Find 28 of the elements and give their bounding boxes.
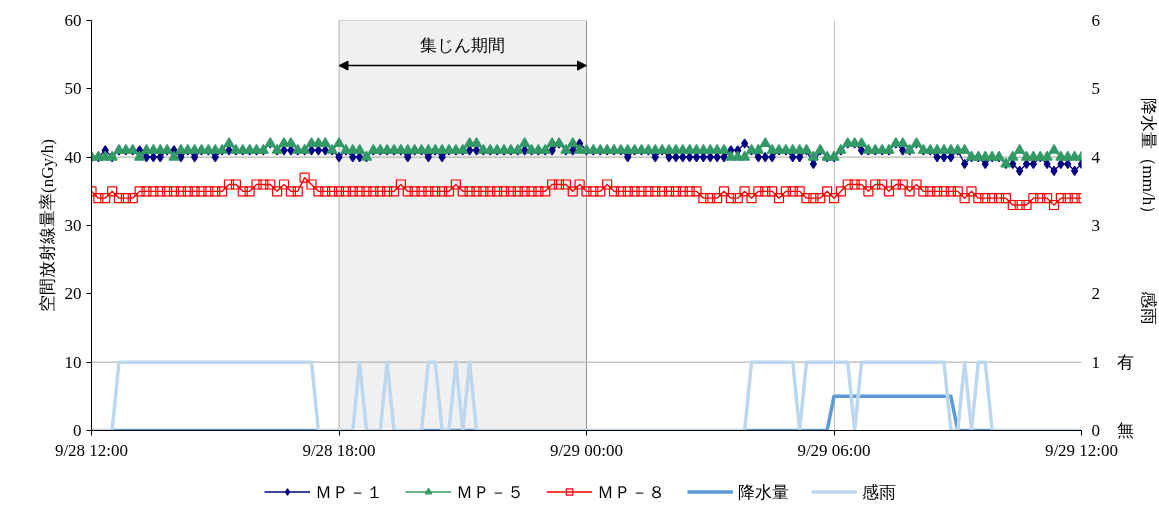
x-tick-label: 9/29 12:00 [1044, 440, 1119, 460]
y-tick-label: 40 [64, 147, 82, 167]
legend-label: 降水量 [737, 481, 789, 503]
y-tick-label: 50 [64, 79, 82, 99]
y-tick-label: 10 [64, 352, 82, 372]
legend-label: 感雨 [861, 481, 896, 503]
legend-label: ＭＰ－８ [596, 481, 665, 503]
y-tick-label: 0 [73, 421, 82, 440]
legend-label: ＭＰ－１ [314, 481, 383, 503]
y2-tick-label: 0 無 [1091, 421, 1134, 440]
y2-tick-label: 4 [1091, 147, 1101, 167]
band-label: 集じん期間 [420, 35, 506, 55]
y2-tick-label: 3 [1091, 216, 1100, 235]
y2-tick-label: 1 有 [1091, 352, 1134, 372]
y2-tick-label: 6 [1091, 11, 1100, 30]
legend-label: ＭＰ－５ [455, 481, 524, 503]
y2-axis-title: 降水量（mm/h） [1139, 97, 1158, 223]
y2-tick-label: 5 [1091, 79, 1100, 99]
x-tick-label: 9/28 18:00 [302, 440, 376, 460]
x-tick-label: 9/28 12:00 [54, 440, 129, 460]
y-tick-label: 30 [64, 216, 82, 235]
y-axis-title: 空間放射線量率(nGy/h) [37, 139, 57, 312]
x-tick-label: 9/29 06:00 [797, 440, 871, 460]
y-tick-label: 20 [64, 284, 82, 304]
y2-tick-label: 2 [1091, 284, 1100, 304]
x-tick-label: 9/29 00:00 [549, 440, 624, 460]
y-tick-label: 60 [64, 11, 82, 30]
text: 感雨 [1139, 290, 1158, 325]
